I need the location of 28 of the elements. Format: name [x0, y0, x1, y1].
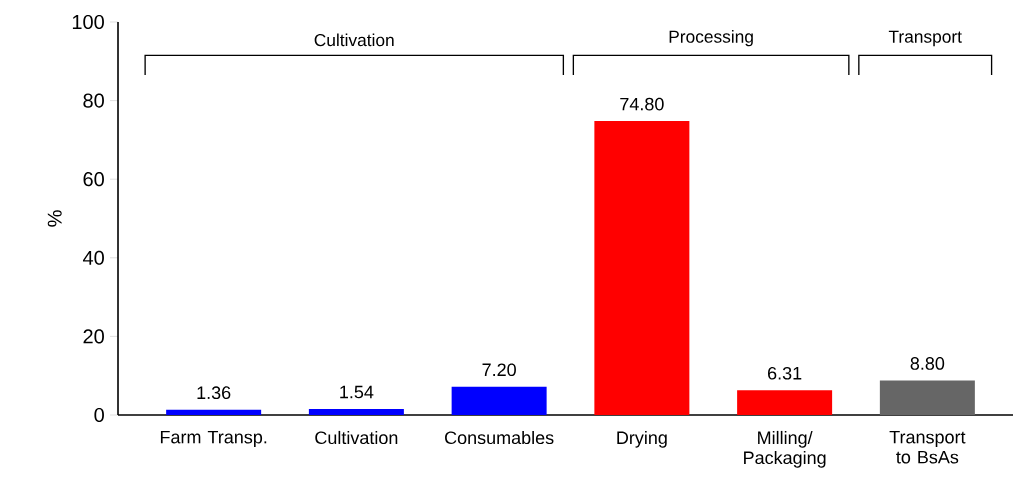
y-tick-label: 60 [83, 172, 104, 187]
y-tick-label: 0 [94, 407, 104, 423]
x-tick-label: Cultivation [315, 430, 398, 445]
x-tick-label: Farm Transp. [160, 430, 267, 448]
bar [594, 121, 690, 415]
y-tick-label: 80 [83, 93, 104, 108]
y-tick-label: 40 [82, 250, 104, 265]
bar [737, 390, 833, 415]
bar [451, 386, 547, 415]
data-label: 74.80 [620, 97, 664, 111]
x-tick-label: Consumables [445, 430, 554, 445]
annotation: Cultivation [314, 33, 394, 47]
x-tick-label: Drying [617, 430, 667, 448]
y-axis-title: % [47, 210, 62, 227]
data-label: 1.54 [340, 385, 374, 399]
annotation: Processing [669, 30, 753, 47]
bar [308, 408, 404, 415]
y-tick-label: 100 [72, 14, 104, 30]
bar [879, 380, 975, 415]
bar [166, 409, 262, 415]
data-label: 6.31 [768, 366, 802, 380]
data-label: 1.36 [197, 386, 231, 400]
data-label: 8.80 [910, 357, 945, 370]
data-label: 7.20 [482, 363, 516, 377]
y-tick-label: 20 [83, 329, 104, 344]
x-tick-label: Milling/ Packaging [744, 430, 826, 468]
annotation: Transport [888, 30, 962, 47]
x-tick-label: Transport to BsAs [889, 430, 966, 464]
